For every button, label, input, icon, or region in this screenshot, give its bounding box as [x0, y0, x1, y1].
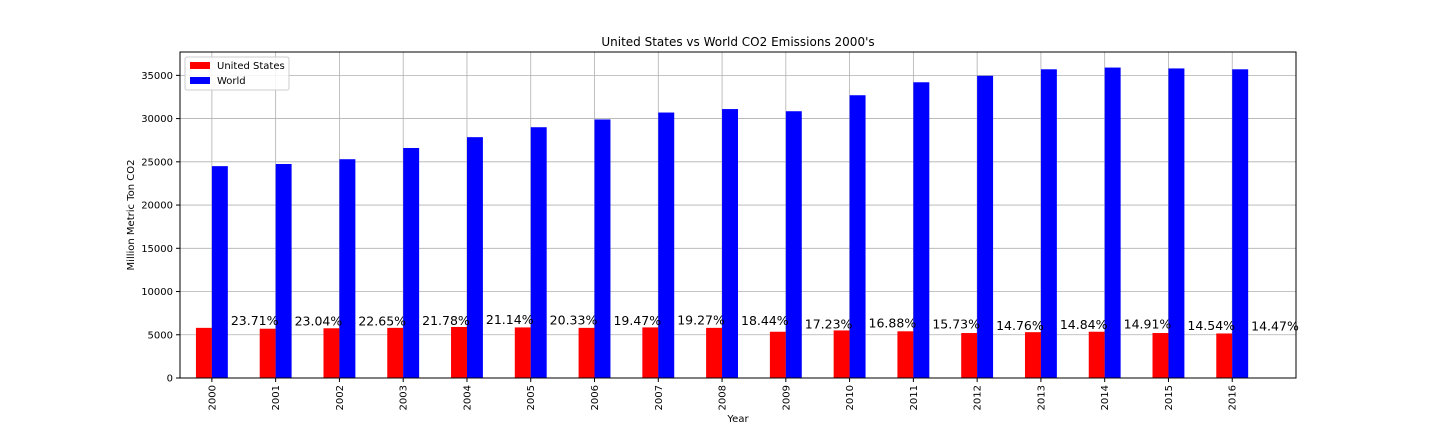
percentage-label: 21.78%: [422, 313, 470, 328]
x-tick-label: 2014: [1100, 385, 1111, 410]
bar-world: [211, 166, 228, 378]
bar-world: [1040, 69, 1057, 378]
x-tick-label: 2004: [462, 385, 473, 410]
x-tick-label: 2001: [271, 385, 282, 410]
y-tick-label: 35000: [141, 71, 173, 82]
bars: [195, 67, 1249, 378]
x-axis-ticks: 2000 2001 2002 2003 2004 2005 2006 2007 2008 2009…: [207, 378, 1239, 410]
bar-world: [339, 159, 356, 378]
percentage-label: 19.27%: [677, 312, 725, 327]
percentage-label: 18.44%: [741, 313, 789, 328]
x-tick-label: 2016: [1228, 385, 1239, 410]
percentage-label: 19.47%: [613, 313, 661, 328]
bar-united-states: [642, 327, 659, 378]
y-tick-label: 30000: [141, 114, 173, 125]
legend-swatch-world: [190, 77, 210, 84]
bar-united-states: [961, 333, 978, 378]
x-tick-label: 2012: [973, 385, 984, 410]
bar-united-states: [769, 331, 786, 378]
y-tick-label: 20000: [141, 201, 173, 212]
percentage-label: 15.73%: [932, 316, 980, 331]
bar-world: [785, 111, 802, 378]
x-tick-label: 2003: [399, 385, 410, 410]
percentage-labels: 23.71% 23.04% 22.65% 21.78% 21.14% 20.33% 19.4…: [231, 312, 1299, 333]
x-tick-label: 2005: [526, 385, 537, 410]
percentage-label: 14.76%: [996, 318, 1044, 333]
bar-world: [530, 127, 547, 378]
chart-title: United States vs World CO2 Emissions 200…: [601, 35, 874, 49]
bar-world: [275, 163, 292, 378]
percentage-label: 23.71%: [231, 313, 279, 328]
legend: United States World: [184, 56, 290, 91]
y-axis-ticks: 0 5000 10000 15000 20000 25000 30000 35000: [141, 71, 180, 385]
bar-world: [1104, 67, 1121, 378]
percentage-label: 23.04%: [295, 314, 343, 329]
percentage-label: 14.54%: [1187, 318, 1235, 333]
x-tick-label: 2011: [909, 385, 920, 410]
bar-world: [1168, 68, 1185, 378]
x-tick-label: 2010: [845, 385, 856, 410]
bar-united-states: [897, 331, 914, 378]
x-axis-label: Year: [726, 414, 749, 425]
legend-label-world: World: [217, 76, 246, 87]
x-tick-label: 2002: [335, 385, 346, 410]
percentage-label: 16.88%: [869, 315, 917, 330]
bar-united-states: [1024, 332, 1041, 378]
legend-swatch-united-states: [190, 62, 210, 69]
bar-world: [594, 119, 611, 378]
percentage-label: 22.65%: [358, 313, 406, 328]
y-axis-label: Million Metric Ton CO2: [126, 160, 137, 271]
y-tick-label: 10000: [141, 287, 173, 298]
bar-united-states: [706, 327, 723, 378]
bar-world: [658, 112, 675, 378]
bar-world: [403, 147, 420, 378]
bar-united-states: [1152, 333, 1169, 378]
percentage-label: 14.84%: [1060, 317, 1108, 332]
legend-label-united-states: United States: [217, 61, 285, 72]
bar-united-states: [578, 327, 595, 378]
x-tick-label: 2007: [654, 385, 665, 410]
bar-world: [977, 75, 994, 378]
bar-world: [849, 95, 866, 378]
bar-united-states: [1216, 333, 1233, 378]
y-tick-label: 0: [167, 374, 173, 385]
x-tick-label: 2006: [590, 385, 601, 410]
bar-world: [1232, 69, 1249, 378]
x-tick-label: 2013: [1036, 385, 1047, 410]
percentage-label: 17.23%: [805, 317, 853, 332]
percentage-label: 20.33%: [550, 312, 598, 327]
bar-world: [466, 137, 483, 378]
bar-world: [913, 82, 930, 378]
legend-box: [184, 56, 290, 91]
bar-united-states: [514, 327, 531, 378]
bar-united-states: [195, 327, 212, 378]
bar-united-states: [451, 326, 467, 378]
bar-united-states: [387, 327, 404, 378]
x-tick-label: 2009: [781, 385, 792, 410]
percentage-label: 14.47%: [1251, 318, 1299, 333]
plot-frame: [179, 51, 1297, 379]
bar-world: [722, 109, 738, 378]
percentage-label: 14.91%: [1124, 317, 1172, 332]
bar-united-states: [323, 328, 340, 378]
x-tick-label: 2015: [1164, 385, 1175, 410]
y-tick-label: 25000: [141, 157, 173, 168]
bar-united-states: [1088, 331, 1105, 378]
x-tick-label: 2000: [207, 385, 218, 410]
x-tick-label: 2008: [718, 385, 729, 410]
bar-united-states: [259, 328, 276, 378]
y-tick-label: 5000: [148, 330, 173, 341]
y-tick-label: 15000: [141, 244, 173, 255]
percentage-label: 21.14%: [486, 312, 534, 327]
bar-united-states: [833, 330, 850, 378]
